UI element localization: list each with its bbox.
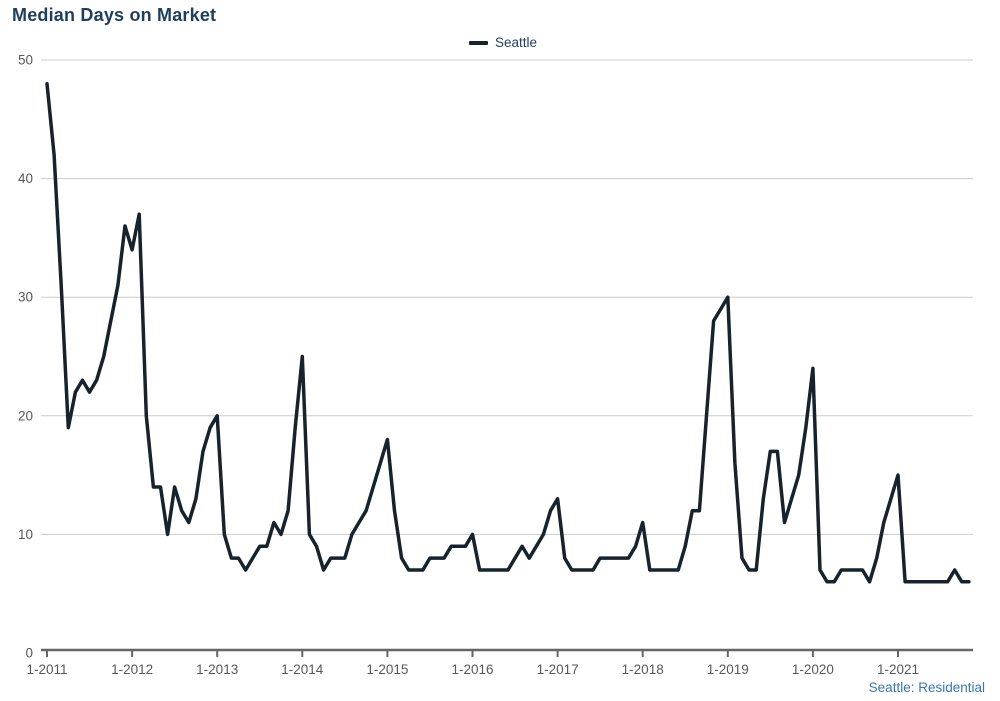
x-axis-tick-label: 1-2013 xyxy=(196,662,238,677)
legend-swatch-seattle xyxy=(469,40,488,45)
x-axis-tick-label: 1-2019 xyxy=(707,662,749,677)
y-axis-tick-label: 10 xyxy=(18,527,33,542)
x-axis-tick-label: 1-2014 xyxy=(281,662,324,677)
y-axis-tick-label: 20 xyxy=(18,408,33,423)
chart-title: Median Days on Market xyxy=(12,5,217,25)
x-axis-tick-label: 1-2015 xyxy=(366,662,408,677)
x-axis-tick-label: 1-2017 xyxy=(537,662,579,677)
y-axis-tick-label: 30 xyxy=(18,290,33,305)
y-axis-tick-label: 50 xyxy=(18,53,33,68)
legend: Seattle xyxy=(469,35,537,50)
y-axis-tick-label: 40 xyxy=(18,171,33,186)
x-axis-tick-label: 1-2011 xyxy=(26,662,67,677)
footer-note: Seattle: Residential xyxy=(868,680,985,695)
x-axis-tick-label: 1-2012 xyxy=(111,662,153,677)
x-axis-tick-label: 1-2020 xyxy=(792,662,834,677)
series-line-seattle xyxy=(45,81,971,584)
x-axis-tick-label: 1-2021 xyxy=(877,662,919,677)
y-axis-tick-label: 0 xyxy=(25,646,33,661)
legend-label-seattle: Seattle xyxy=(495,35,538,50)
x-axis-tick-label: 1-2016 xyxy=(451,662,493,677)
x-axis-tick-label: 1-2018 xyxy=(622,662,664,677)
